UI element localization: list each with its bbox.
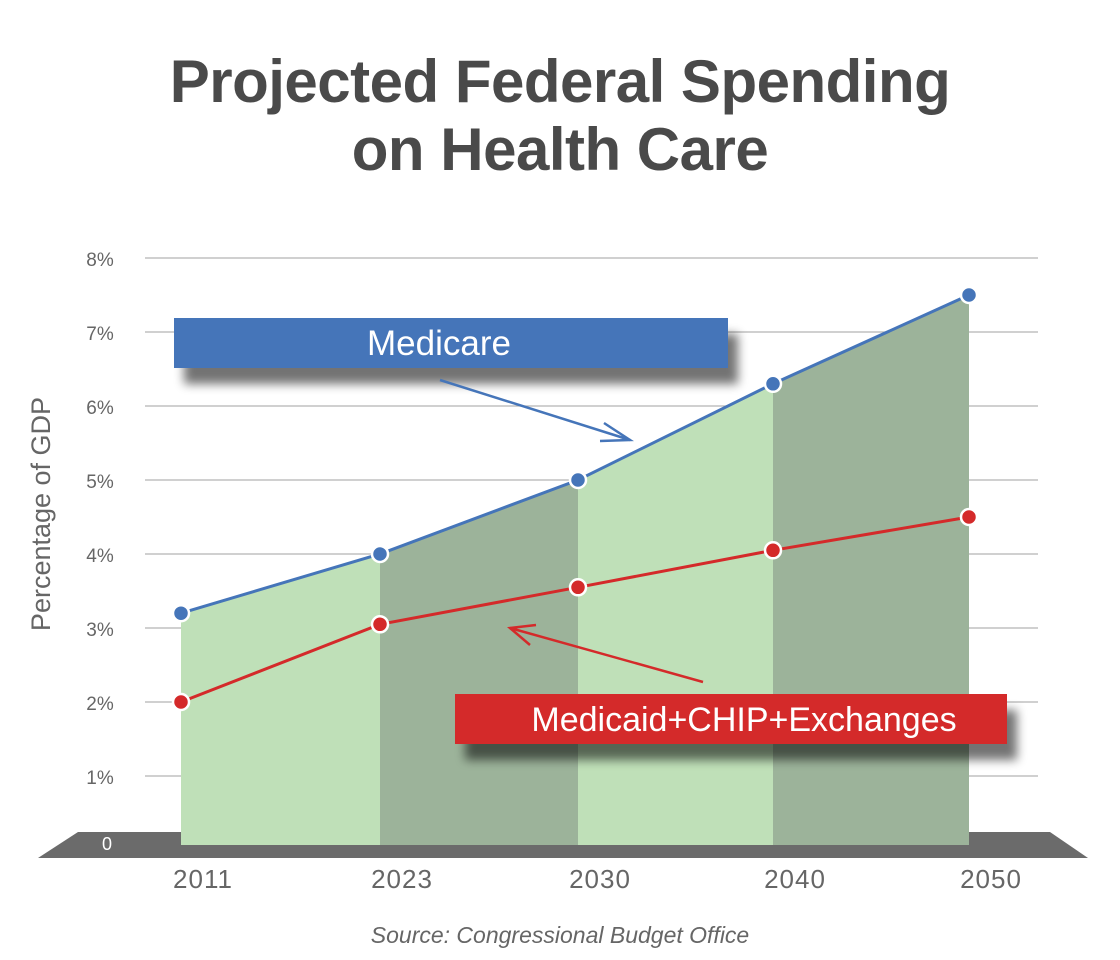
area-band [181, 554, 380, 845]
data-point-medicaid [959, 507, 979, 527]
medicaid-arrowhead [506, 623, 537, 646]
y-tick-label-zero: 0 [102, 834, 112, 854]
x-tick-label: 2040 [764, 864, 826, 894]
data-point-medicaid [370, 615, 390, 634]
x-tick-label: 2011 [173, 864, 233, 894]
data-point-medicare [171, 603, 191, 623]
y-tick-label: 4% [86, 546, 114, 567]
x-tick-label: 2030 [569, 864, 631, 894]
area-band [773, 295, 969, 845]
x-tick-label: 2023 [371, 864, 433, 894]
chart-title-line-2: on Health Care [351, 116, 769, 183]
medicaid-label-box: Medicaid+CHIP+Exchanges [455, 694, 1007, 744]
y-tick-label: 5% [86, 472, 114, 493]
data-point-medicare [763, 374, 783, 394]
chart-source: Source: Congressional Budget Office [370, 922, 750, 948]
area-band [578, 383, 773, 845]
data-point-medicare [370, 544, 390, 564]
medicare-arrow [439, 378, 631, 442]
data-point-medicare [568, 470, 588, 490]
chart-title: Projected Federal Spending on Health Car… [60, 48, 1060, 184]
data-point-medicare [959, 285, 979, 305]
y-tick-label: 6% [86, 398, 114, 419]
data-point-medicaid [568, 578, 588, 597]
data-point-medicaid [763, 541, 783, 560]
y-tick-label: 7% [86, 324, 114, 345]
y-tick-label: 1% [86, 768, 114, 789]
chart-title-line-1: Projected Federal Spending [169, 48, 951, 115]
y-axis-label: Percentage of GDP [26, 397, 56, 631]
data-point-medicaid [171, 692, 191, 712]
medicaid-label-bg [455, 694, 1007, 744]
legend-medicaid: Medicaid+CHIP+Exchanges [531, 701, 956, 739]
medicare-arrowhead [599, 421, 634, 443]
y-tick-label: 8% [86, 250, 114, 271]
x-tick-label: 2050 [960, 864, 1022, 894]
legend-medicare: Medicare [367, 324, 511, 363]
y-tick-label: 2% [86, 694, 114, 715]
medicaid-arrow [509, 626, 704, 684]
y-tick-label: 3% [86, 620, 114, 641]
medicare-label-bg [174, 318, 728, 368]
medicare-label-box: Medicare [174, 318, 728, 368]
area-band [380, 480, 578, 845]
